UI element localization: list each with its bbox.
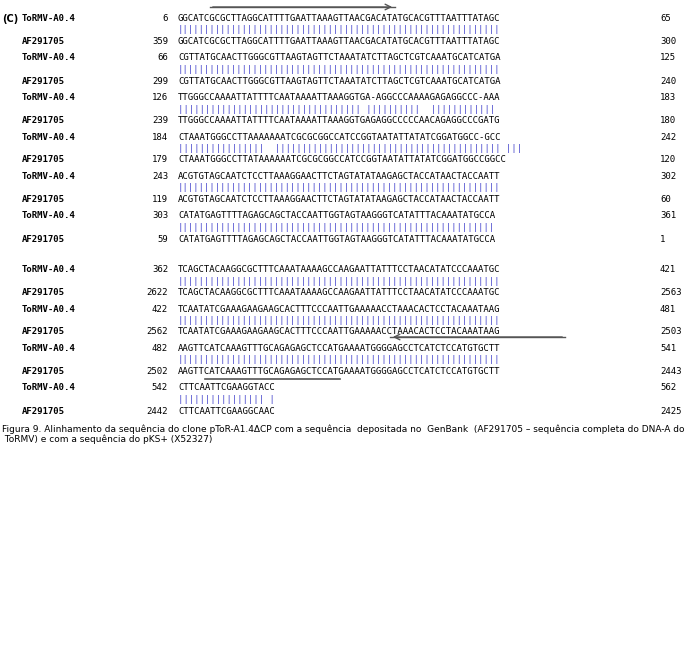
Text: 303: 303 <box>152 212 168 221</box>
Text: 2563: 2563 <box>660 288 681 297</box>
Text: 2503: 2503 <box>660 327 681 336</box>
Text: 6: 6 <box>163 14 168 23</box>
Text: 300: 300 <box>660 37 676 46</box>
Text: TCAGCTACAAGGCGCTTTCAAATAAAAGCCAAGAATTATTTCCTAACATATCCCAAATGC: TCAGCTACAAGGCGCTTTCAAATAAAAGCCAAGAATTATT… <box>178 288 501 297</box>
Text: (C): (C) <box>2 14 19 24</box>
Text: 562: 562 <box>660 384 676 392</box>
Text: ToRMV-A0.4: ToRMV-A0.4 <box>22 53 75 62</box>
Text: 422: 422 <box>152 304 168 313</box>
Text: ToRMV-A0.4: ToRMV-A0.4 <box>22 172 75 181</box>
Text: 481: 481 <box>660 304 676 313</box>
Text: 65: 65 <box>660 14 671 23</box>
Text: GGCATCGCGCTTAGGCATTTTGAATTAAAGTTAACGACATATGCACGTTTAATTTATAGC: GGCATCGCGCTTAGGCATTTTGAATTAAAGTTAACGACAT… <box>178 37 501 46</box>
Text: 2562: 2562 <box>147 327 168 336</box>
Text: CTTCAATTCGAAGGCAAC: CTTCAATTCGAAGGCAAC <box>178 407 275 415</box>
Text: 2443: 2443 <box>660 367 681 376</box>
Text: 1: 1 <box>660 235 665 244</box>
Text: ACGTGTAGCAATCTCCTTAAAGGAACTTCTAGTATATAAGAGCTACCATAACTACCAATT: ACGTGTAGCAATCTCCTTAAAGGAACTTCTAGTATATAAG… <box>178 195 501 204</box>
Text: CGTTATGCAACTTGGGCGTTAAGTAGTTCTAAATATCTTAGCTCGTCAAATGCATCATGA: CGTTATGCAACTTGGGCGTTAAGTAGTTCTAAATATCTTA… <box>178 53 501 62</box>
Text: 66: 66 <box>157 53 168 62</box>
Text: ToRMV-A0.4: ToRMV-A0.4 <box>22 304 75 313</box>
Text: ToRMV-A0.4: ToRMV-A0.4 <box>22 212 75 221</box>
Text: 302: 302 <box>660 172 676 181</box>
Text: ToRMV-A0.4: ToRMV-A0.4 <box>22 14 75 23</box>
Text: AF291705: AF291705 <box>22 195 65 204</box>
Text: 240: 240 <box>660 76 676 85</box>
Text: 421: 421 <box>660 265 676 274</box>
Text: AAGTTCATCAAAGTTTGCAGAGAGCTCCATGAAAATGGGGAGCCTCATCTCCATGTGCTT: AAGTTCATCAAAGTTTGCAGAGAGCTCCATGAAAATGGGG… <box>178 344 501 353</box>
Text: 126: 126 <box>152 93 168 102</box>
Text: 2442: 2442 <box>147 407 168 415</box>
Text: CTAAATGGGCCTTAAAAAAATCGCGCGGCCATCCGGTAATATTATATCGGATGGCC-GCC: CTAAATGGGCCTTAAAAAAATCGCGCGGCCATCCGGTAAT… <box>178 133 501 141</box>
Text: 179: 179 <box>152 156 168 164</box>
Text: 362: 362 <box>152 265 168 274</box>
Text: ACGTGTAGCAATCTCCTTAAAGGAACTTCTAGTATATAAGAGCTACCATAACTACCAATT: ACGTGTAGCAATCTCCTTAAAGGAACTTCTAGTATATAAG… <box>178 172 501 181</box>
Text: Figura 9. Alinhamento da sequência do clone pToR-A1.4ΔCP com a sequência  deposi: Figura 9. Alinhamento da sequência do cl… <box>2 424 685 445</box>
Text: TCAATATCGAAAGAAGAAGCACTTTCCCAATTGAAAAACCTAAACACTCCTACAAATAAG: TCAATATCGAAAGAAGAAGCACTTTCCCAATTGAAAAACC… <box>178 304 501 313</box>
Text: 239: 239 <box>152 116 168 125</box>
Text: CTTCAATTCGAAGGTACC: CTTCAATTCGAAGGTACC <box>178 384 275 392</box>
Text: AF291705: AF291705 <box>22 235 65 244</box>
Text: 59: 59 <box>157 235 168 244</box>
Text: AF291705: AF291705 <box>22 37 65 46</box>
Text: ||||||||||||||||||||||||||||||||||||||||||||||||||||||||||||: ||||||||||||||||||||||||||||||||||||||||… <box>178 277 501 286</box>
Text: CATATGAGTTTTAGAGCAGCTACCAATTGGTAGTAAGGGTCATATTTACAAATATGCCA: CATATGAGTTTTAGAGCAGCTACCAATTGGTAGTAAGGGT… <box>178 235 495 244</box>
Text: ||||||||||||||||||||||||||||||||||||||||||||||||||||||||||||: ||||||||||||||||||||||||||||||||||||||||… <box>178 355 501 365</box>
Text: AF291705: AF291705 <box>22 116 65 125</box>
Text: GGCATCGCGCTTAGGCATTTTGAATTAAAGTTAACGACATATGCACGTTTAATTTATAGC: GGCATCGCGCTTAGGCATTTTGAATTAAAGTTAACGACAT… <box>178 14 501 23</box>
Text: ToRMV-A0.4: ToRMV-A0.4 <box>22 265 75 274</box>
Text: 2425: 2425 <box>660 407 681 415</box>
Text: 119: 119 <box>152 195 168 204</box>
Text: CATATGAGTTTTAGAGCAGCTACCAATTGGTAGTAAGGGTCATATTTACAAATATGCCA: CATATGAGTTTTAGAGCAGCTACCAATTGGTAGTAAGGGT… <box>178 212 495 221</box>
Text: TTGGGCCAAAATTATTTTCAATAAAATTAAAGGTGA-AGGCCCAAAAGAGAGGCCC-AAA: TTGGGCCAAAATTATTTTCAATAAAATTAAAGGTGA-AGG… <box>178 93 501 102</box>
Text: ||||||||||||||||  |||||||||||||||||||||||||||||||||||||||||| |||: |||||||||||||||| |||||||||||||||||||||||… <box>178 144 522 153</box>
Text: 359: 359 <box>152 37 168 46</box>
Text: CTAAATGGGCCTTATAAAAAATCGCGCGGCCATCCGGTAATATTATATCGGATGGCCGGCC: CTAAATGGGCCTTATAAAAAATCGCGCGGCCATCCGGTAA… <box>178 156 506 164</box>
Text: 361: 361 <box>660 212 676 221</box>
Text: 299: 299 <box>152 76 168 85</box>
Text: 2502: 2502 <box>147 367 168 376</box>
Text: |||||||||||||||||||||||||||||||||||||||||||||||||||||||||||: ||||||||||||||||||||||||||||||||||||||||… <box>178 223 495 232</box>
Text: ToRMV-A0.4: ToRMV-A0.4 <box>22 133 75 141</box>
Text: TCAATATCGAAAGAAGAAGCACTTTCCCAATTGAAAAACCTAAACACTCCTACAAATAAG: TCAATATCGAAAGAAGAAGCACTTTCCCAATTGAAAAACC… <box>178 327 501 336</box>
Text: 242: 242 <box>660 133 676 141</box>
Text: AF291705: AF291705 <box>22 76 65 85</box>
Text: AAGTTCATCAAAGTTTGCAGAGAGCTCCATGAAAATGGGGAGCCTCATCTCCATGTGCTT: AAGTTCATCAAAGTTTGCAGAGAGCTCCATGAAAATGGGG… <box>178 367 501 376</box>
Text: 184: 184 <box>152 133 168 141</box>
Text: ||||||||||||||||||||||||||||||||||||||||||||||||||||||||||||: ||||||||||||||||||||||||||||||||||||||||… <box>178 316 501 325</box>
Text: CGTTATGCAACTTGGGCGTTAAGTAGTTCTAAATATCTTAGCTCGTCAAATGCATCATGA: CGTTATGCAACTTGGGCGTTAAGTAGTTCTAAATATCTTA… <box>178 76 501 85</box>
Text: AF291705: AF291705 <box>22 156 65 164</box>
Text: 180: 180 <box>660 116 676 125</box>
Text: 542: 542 <box>152 384 168 392</box>
Text: TTGGGCCAAAATTATTTTCAATAAAATTAAAGGTGAGAGGCCCCCAACAGAGGCCCGATG: TTGGGCCAAAATTATTTTCAATAAAATTAAAGGTGAGAGG… <box>178 116 501 125</box>
Text: 243: 243 <box>152 172 168 181</box>
Text: 482: 482 <box>152 344 168 353</box>
Text: 60: 60 <box>660 195 671 204</box>
Text: 2622: 2622 <box>147 288 168 297</box>
Text: AF291705: AF291705 <box>22 367 65 376</box>
Text: 541: 541 <box>660 344 676 353</box>
Text: AF291705: AF291705 <box>22 407 65 415</box>
Text: AF291705: AF291705 <box>22 288 65 297</box>
Text: ||||||||||||||||||||||||||||||||||||||||||||||||||||||||||||: ||||||||||||||||||||||||||||||||||||||||… <box>178 65 501 74</box>
Text: TCAGCTACAAGGCGCTTTCAAATAAAAGCCAAGAATTATTTCCTAACATATCCCAAATGC: TCAGCTACAAGGCGCTTTCAAATAAAAGCCAAGAATTATT… <box>178 265 501 274</box>
Text: 183: 183 <box>660 93 676 102</box>
Text: |||||||||||||||| |: |||||||||||||||| | <box>178 395 275 404</box>
Text: ToRMV-A0.4: ToRMV-A0.4 <box>22 93 75 102</box>
Text: ||||||||||||||||||||||||||||||||||||||||||||||||||||||||||||: ||||||||||||||||||||||||||||||||||||||||… <box>178 26 501 35</box>
Text: 125: 125 <box>660 53 676 62</box>
Text: 120: 120 <box>660 156 676 164</box>
Text: ToRMV-A0.4: ToRMV-A0.4 <box>22 344 75 353</box>
Text: |||||||||||||||||||||||||||||||||| ||||||||||  ||||||||||||: |||||||||||||||||||||||||||||||||| |||||… <box>178 104 501 114</box>
Text: AF291705: AF291705 <box>22 327 65 336</box>
Text: ||||||||||||||||||||||||||||||||||||||||||||||||||||||||||||: ||||||||||||||||||||||||||||||||||||||||… <box>178 183 501 193</box>
Text: ToRMV-A0.4: ToRMV-A0.4 <box>22 384 75 392</box>
